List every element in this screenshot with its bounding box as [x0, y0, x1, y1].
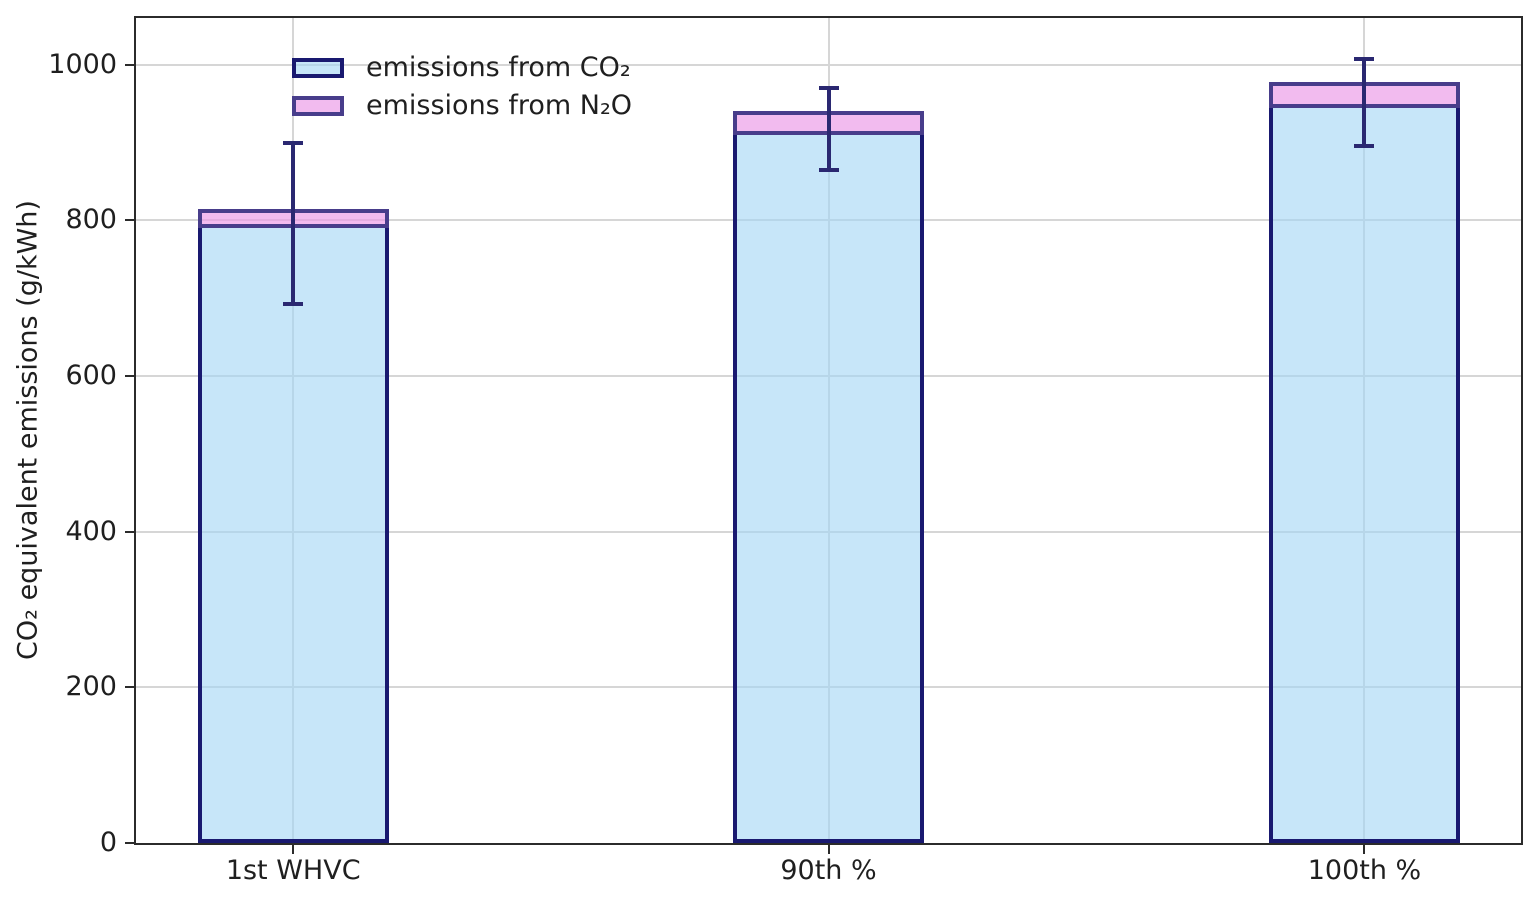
legend-label: emissions from N₂O — [366, 90, 633, 121]
x-axis-tick — [1363, 845, 1366, 854]
legend-swatch-co2 — [292, 58, 344, 78]
error-bar-cap — [1354, 144, 1375, 149]
y-tick-label: 400 — [65, 515, 117, 547]
error-bar-line — [826, 88, 831, 170]
y-tick-label: 800 — [65, 204, 117, 236]
error-bar-cap — [818, 167, 839, 172]
error-bar-line — [1362, 59, 1367, 147]
y-axis-tick — [125, 842, 134, 844]
y-tick-label: 1000 — [48, 48, 117, 80]
error-bar-line — [291, 142, 296, 305]
y-axis-tick — [125, 686, 134, 689]
legend: emissions from CO₂ emissions from N₂O — [292, 52, 633, 132]
error-bar-cap — [1354, 57, 1375, 62]
y-axis-tick — [125, 530, 134, 533]
error-bar-cap — [818, 86, 839, 91]
y-axis-tick — [125, 219, 134, 222]
x-tick-label: 90th % — [780, 855, 877, 886]
x-tick-label: 100th % — [1307, 855, 1422, 886]
y-tick-label: 0 — [99, 827, 117, 858]
y-axis-tick — [125, 63, 134, 66]
error-bar-cap — [283, 302, 304, 307]
legend-item-n2o: emissions from N₂O — [292, 90, 633, 121]
legend-swatch-n2o — [292, 96, 344, 116]
y-axis-tick — [125, 375, 134, 378]
x-axis-tick — [292, 845, 295, 854]
legend-label: emissions from CO₂ — [366, 52, 631, 83]
error-bar-cap — [283, 140, 304, 145]
bar-co2-segment — [733, 130, 924, 843]
x-axis-tick — [827, 845, 830, 854]
x-tick-label: 1st WHVC — [225, 855, 361, 886]
plot-area: emissions from CO₂ emissions from N₂O — [134, 16, 1523, 845]
y-tick-label: 600 — [65, 360, 117, 392]
bar-co2-segment — [1268, 103, 1460, 843]
y-axis-label: CO₂ equivalent emissions (g/kWh) — [12, 200, 44, 660]
bar-co2-segment — [197, 224, 389, 843]
legend-item-co2: emissions from CO₂ — [292, 52, 632, 83]
y-tick-label: 200 — [65, 671, 117, 703]
